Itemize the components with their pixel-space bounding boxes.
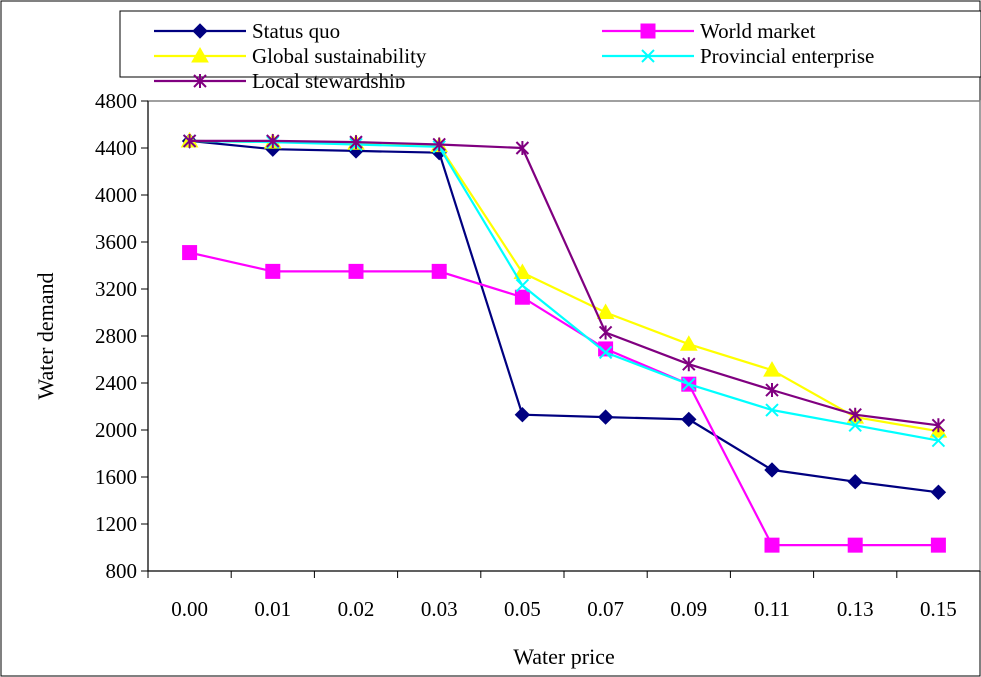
data-point xyxy=(765,403,779,417)
data-point xyxy=(930,484,947,500)
x-axis-title: Water price xyxy=(513,644,614,669)
data-point xyxy=(515,278,530,293)
data-point xyxy=(182,245,198,261)
y-tick-label: 4400 xyxy=(95,136,137,160)
data-point xyxy=(848,407,862,422)
series-local-stewardship xyxy=(182,133,946,433)
y-axis: 800 1200 1600 2000 2400 2800 3200 3600 4000 4400 4… xyxy=(95,89,149,583)
legend: Status quo World market Global sustainabil… xyxy=(119,10,981,93)
x-tick-label: 0.07 xyxy=(587,597,624,621)
y-tick-label: 2800 xyxy=(95,324,137,348)
data-point xyxy=(598,345,613,360)
legend-marker xyxy=(641,49,655,63)
data-point xyxy=(514,289,530,305)
legend-label: World market xyxy=(700,19,816,43)
x-tick-label: 0.02 xyxy=(338,597,375,621)
data-point xyxy=(931,433,946,448)
data-point xyxy=(596,303,615,319)
legend-item: Provincial enterprise xyxy=(602,44,874,68)
x-tick-label: 0.03 xyxy=(421,597,458,621)
series-line xyxy=(189,251,939,547)
legend-marker xyxy=(192,23,208,39)
data-point xyxy=(847,537,863,553)
data-point xyxy=(597,409,614,425)
x-tick-label: 0.05 xyxy=(504,597,541,621)
data-point xyxy=(513,263,532,280)
legend-item: Status quo xyxy=(154,19,340,43)
x-tick-label: 0.15 xyxy=(920,597,957,621)
legend-box xyxy=(119,10,981,78)
data-point xyxy=(679,335,698,351)
x-tick-label: 0.11 xyxy=(754,597,790,621)
y-tick-label: 4800 xyxy=(95,89,137,113)
data-point xyxy=(515,141,530,155)
legend-label: Local stewardship xyxy=(252,69,405,93)
plot-area xyxy=(147,100,981,572)
data-point xyxy=(265,263,281,279)
legend-item: Local stewardship xyxy=(154,69,405,93)
data-point xyxy=(432,137,446,152)
data-point xyxy=(182,133,197,148)
x-tick-label: 0.00 xyxy=(171,597,208,621)
legend-items: Status quo World market Global sustainabil… xyxy=(154,19,874,93)
series-line xyxy=(189,139,939,427)
data-point xyxy=(764,537,780,553)
legend-marker xyxy=(191,46,209,63)
legend-item: Global sustainability xyxy=(154,44,427,68)
y-tick-label: 800 xyxy=(106,559,138,583)
data-point xyxy=(682,357,696,372)
data-point xyxy=(431,263,447,279)
data-point xyxy=(931,418,946,433)
y-tick-label: 2400 xyxy=(95,371,137,395)
legend-label: Global sustainability xyxy=(252,44,427,68)
data-point xyxy=(514,407,531,423)
data-point xyxy=(349,135,363,150)
x-axis: 0.00 0.01 0.02 0.03 0.05 0.07 0.09 0.11 0.13 0.15 xyxy=(147,570,981,621)
x-tick-label: 0.13 xyxy=(837,597,874,621)
data-point xyxy=(764,462,780,478)
data-point xyxy=(765,383,779,398)
legend-marker xyxy=(640,23,656,39)
x-tick-label: 0.09 xyxy=(670,597,707,621)
data-point xyxy=(930,537,946,553)
y-tick-label: 3200 xyxy=(95,277,137,301)
legend-label: Status quo xyxy=(252,19,340,43)
series-layer xyxy=(180,131,948,553)
plot-border xyxy=(147,100,981,572)
data-point xyxy=(598,325,613,340)
y-tick-label: 2000 xyxy=(95,418,137,442)
data-point xyxy=(598,341,614,357)
legend-item: World market xyxy=(602,19,816,43)
data-point xyxy=(763,361,781,377)
data-point xyxy=(681,411,697,428)
data-point xyxy=(847,473,863,490)
series-line xyxy=(189,139,939,442)
data-point xyxy=(682,377,696,391)
series-line xyxy=(189,139,939,494)
x-tick-label: 0.01 xyxy=(254,597,291,621)
y-tick-label: 1200 xyxy=(95,512,137,536)
data-point xyxy=(348,263,364,279)
legend-marker xyxy=(193,74,207,88)
y-tick-label: 4000 xyxy=(95,183,137,207)
y-axis-title: Water demand xyxy=(33,272,58,399)
legend-label: Provincial enterprise xyxy=(700,44,874,68)
data-point xyxy=(266,133,280,148)
y-tick-label: 1600 xyxy=(95,465,137,489)
y-tick-label: 3600 xyxy=(95,230,137,254)
data-point xyxy=(848,418,862,433)
